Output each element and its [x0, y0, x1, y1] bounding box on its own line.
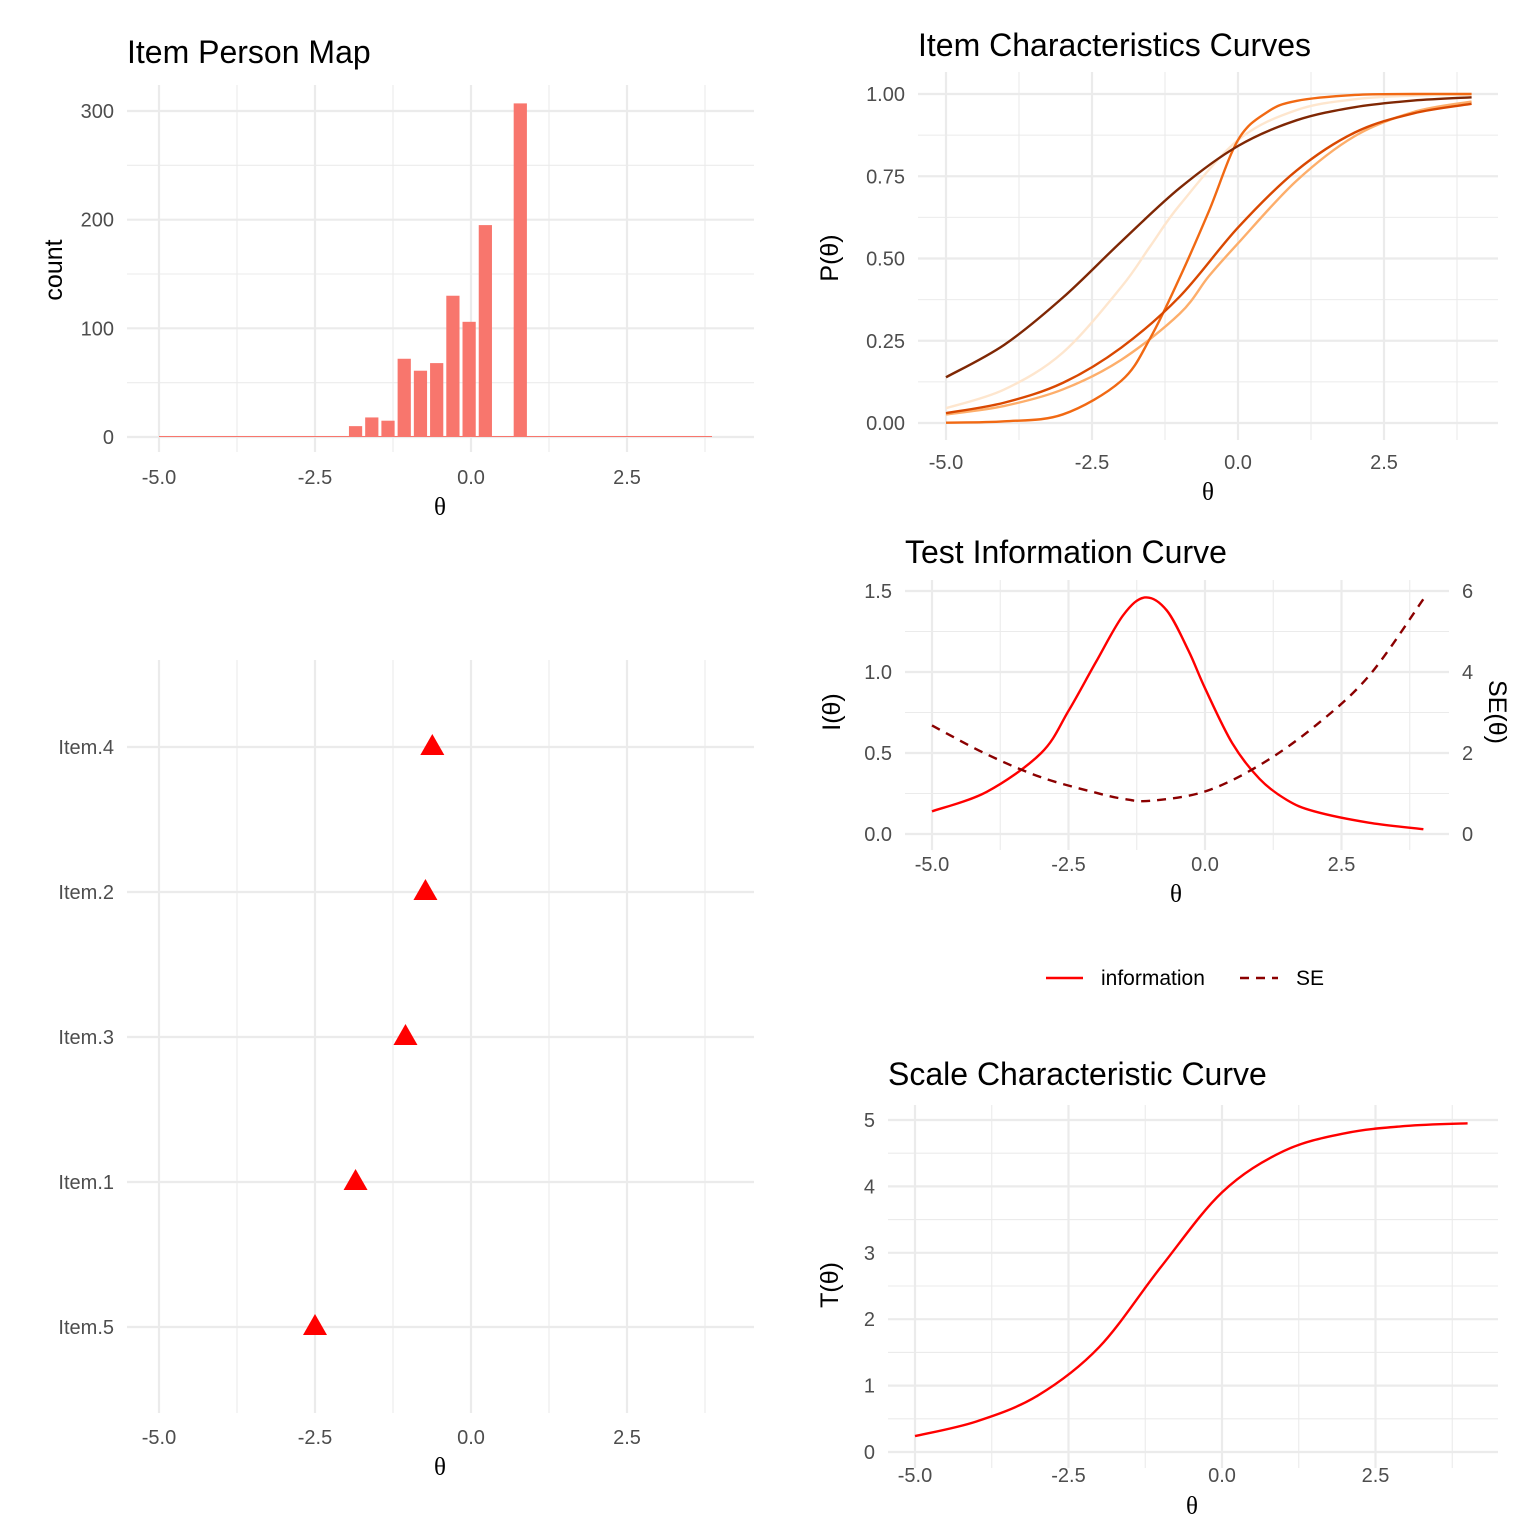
x-tick-label: -2.5: [298, 1427, 332, 1449]
legend-label-information: information: [1101, 967, 1205, 990]
item-difficulty-marker: [413, 879, 438, 900]
icc-series-line: [945, 100, 1472, 416]
x-tick-label: 2.5: [613, 1427, 641, 1449]
item-difficulty-marker: [420, 734, 445, 755]
y2-axis-title: SE(θ): [1483, 680, 1511, 744]
y-tick-label: 0.75: [866, 166, 905, 188]
x-tick-label: 2.5: [1328, 854, 1356, 876]
x-tick-label: -2.5: [298, 467, 332, 489]
x-tick-label: -5.0: [898, 1465, 932, 1487]
histogram-bar: [478, 225, 492, 437]
x-tick-label: 0.0: [1224, 452, 1252, 474]
y-tick-label: Item.2: [58, 882, 114, 904]
legend-label-se: SE: [1296, 967, 1324, 990]
x-tick-label: -5.0: [915, 854, 949, 876]
x-tick-label: 2.5: [1370, 452, 1398, 474]
y-tick-label: 1.00: [866, 84, 905, 106]
y-tick-label: Item.3: [58, 1027, 114, 1049]
x-axis-title: θ: [434, 494, 446, 521]
y-tick-label: Item.5: [58, 1317, 114, 1339]
x-tick-label: 0.0: [457, 1427, 485, 1449]
icc-series-line: [945, 96, 1472, 379]
histogram-bar: [462, 321, 476, 437]
chart-title: Test Information Curve: [905, 534, 1227, 570]
x-tick-label: -5.0: [142, 1427, 176, 1449]
scale-characteristic-line: [914, 1122, 1468, 1438]
scale-characteristic-panel: Scale Characteristic Curve 0 1 2 3 4 5 -5.0 -2.5…: [816, 1056, 1498, 1520]
item-difficulty-panel: Item.5 Item.1 Item.3 Item.2 Item.4 -5.0 -2.5 0.…: [58, 660, 754, 1481]
y-tick-label: 0.00: [866, 413, 905, 435]
histogram-bar: [381, 420, 395, 437]
histogram-bar: [348, 426, 363, 437]
histogram-bar: [365, 417, 379, 437]
y2-tick-label: 6: [1462, 581, 1473, 603]
item-difficulty-marker: [343, 1169, 368, 1190]
y-tick-label: 100: [81, 318, 114, 340]
x-tick-label: 0.0: [1191, 854, 1219, 876]
histogram-bar: [446, 295, 460, 437]
y-tick-label: 3: [864, 1243, 875, 1265]
y-tick-label: 300: [81, 101, 114, 123]
test-information-panel: Test Information Curve 0.0 0.5 1.0 1.5 0 2 4 6 -5…: [818, 534, 1511, 990]
y-tick-label: 4: [864, 1176, 875, 1198]
chart-title: Item Person Map: [127, 34, 371, 70]
y-tick-label: 2: [864, 1309, 875, 1331]
x-tick-label: -5.0: [142, 467, 176, 489]
se-line: [931, 598, 1425, 803]
histogram-bar: [413, 370, 428, 437]
y-tick-label: 200: [81, 210, 114, 232]
x-axis-title: θ: [1170, 881, 1182, 908]
icc-series-line: [945, 93, 1472, 410]
y-tick-label: 0.25: [866, 331, 905, 353]
x-tick-label: 0.0: [1208, 1465, 1236, 1487]
y-tick-label: Item.1: [58, 1172, 114, 1194]
x-tick-label: -2.5: [1051, 1465, 1085, 1487]
y2-tick-label: 4: [1462, 662, 1473, 684]
y-tick-label: 1: [864, 1376, 875, 1398]
histogram-bar: [397, 358, 411, 437]
x-tick-label: -2.5: [1051, 854, 1085, 876]
item-difficulty-marker: [303, 1314, 327, 1335]
chart-title: Scale Characteristic Curve: [888, 1056, 1267, 1092]
y-tick-label: 1.0: [864, 662, 892, 684]
y2-tick-label: 2: [1462, 743, 1473, 765]
chart-title: Item Characteristics Curves: [918, 27, 1311, 63]
y-tick-label: 5: [864, 1110, 875, 1132]
y-tick-label: 0.5: [864, 743, 892, 765]
y-tick-label: 0.50: [866, 249, 905, 271]
y-tick-label: 0: [103, 427, 114, 449]
y-tick-label: 0.0: [864, 824, 892, 846]
y-tick-label: 1.5: [864, 581, 892, 603]
x-tick-label: 2.5: [613, 467, 641, 489]
item-characteristic-curves-panel: Item Characteristics Curves 0.00 0.25 0.50 0…: [816, 27, 1498, 506]
x-axis-title: θ: [434, 1454, 446, 1481]
x-tick-label: 0.0: [457, 467, 485, 489]
y-axis-title: T(θ): [816, 1262, 844, 1308]
y-axis-title: I(θ): [818, 693, 846, 731]
y2-tick-label: 0: [1462, 824, 1473, 846]
histogram-bar: [513, 103, 527, 437]
information-line: [931, 596, 1424, 831]
y-tick-label: Item.4: [58, 737, 114, 759]
item-person-map-panel: Item Person Map 0 100 200 300 -5.0 -2.5 0.0 2.5 θ…: [40, 34, 754, 521]
y-tick-label: 0: [864, 1442, 875, 1464]
icc-series-line: [945, 92, 1472, 424]
histogram-bar: [430, 363, 444, 437]
y-axis-title: count: [40, 239, 68, 300]
icc-series-line: [945, 102, 1472, 415]
y-axis-title: P(θ): [816, 234, 844, 281]
x-tick-label: -2.5: [1075, 452, 1109, 474]
legend: information SE: [1046, 967, 1324, 990]
item-difficulty-marker: [393, 1024, 418, 1045]
x-tick-label: 2.5: [1362, 1465, 1390, 1487]
x-tick-label: -5.0: [929, 452, 963, 474]
x-axis-title: θ: [1202, 479, 1214, 506]
x-axis-title: θ: [1186, 1493, 1198, 1520]
